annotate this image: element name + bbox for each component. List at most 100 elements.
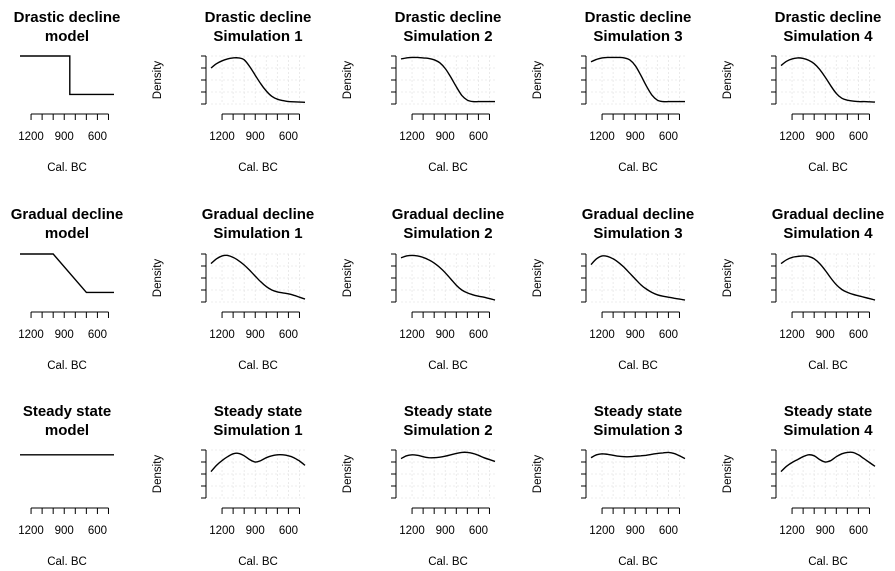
- x-axis: 1200 900 600: [18, 113, 109, 143]
- panel-title-line: Simulation 3: [593, 225, 682, 242]
- x-tick-label: 900: [246, 525, 265, 537]
- x-tick-label: 1200: [399, 329, 425, 341]
- density-curve: [210, 57, 306, 103]
- density-curve: [590, 451, 686, 460]
- x-tick-label: 1200: [589, 131, 615, 143]
- panel-3-2: Steady state Simulation 1 Density 1200 900 60…: [152, 403, 306, 568]
- x-axis: 1200 900 600: [209, 113, 300, 143]
- panel-grid: [591, 55, 685, 105]
- y-axis-label: Density: [342, 259, 354, 298]
- panel-title-line: Drastic decline: [585, 9, 692, 26]
- x-tick-label: 900: [246, 131, 265, 143]
- panel-2-1: Gradual decline model 1200 900 600 Cal. BC: [11, 206, 124, 372]
- x-tick-label: 900: [436, 131, 455, 143]
- x-axis: 1200 900 600: [399, 507, 490, 537]
- panel-title-line: Simulation 4: [783, 422, 873, 439]
- panel-title-line: Simulation 1: [213, 225, 302, 242]
- panel-2-2: Gradual decline Simulation 1 Density 1200 90…: [152, 206, 314, 372]
- x-tick-label: 600: [469, 329, 488, 341]
- x-axis-label: Cal. BC: [238, 556, 278, 568]
- y-axis: [771, 449, 777, 499]
- y-axis: [391, 55, 397, 105]
- y-axis: [581, 449, 587, 499]
- panel-2-4: Gradual decline Simulation 3 Density 1200 90…: [532, 206, 694, 372]
- x-tick-label: 600: [849, 131, 868, 143]
- x-tick-label: 600: [279, 329, 298, 341]
- x-tick-label: 900: [816, 131, 835, 143]
- panel-title-line: Gradual decline: [772, 206, 885, 223]
- y-axis: [581, 55, 587, 105]
- x-tick-label: 900: [626, 329, 645, 341]
- x-axis: 1200 900 600: [779, 113, 870, 143]
- density-curve: [780, 451, 876, 473]
- panel-title-line: model: [45, 28, 89, 45]
- panel-title-line: Steady state: [784, 403, 872, 420]
- x-tick-label: 600: [88, 525, 107, 537]
- panel-title-line: Drastic decline: [775, 9, 882, 26]
- x-tick-label: 1200: [399, 525, 425, 537]
- x-tick-label: 1200: [779, 131, 805, 143]
- x-axis-label: Cal. BC: [618, 162, 658, 174]
- panel-3-3: Steady state Simulation 2 Density 1200 900 60…: [342, 403, 496, 568]
- x-axis: 1200 900 600: [18, 311, 109, 341]
- y-axis-label: Density: [722, 61, 734, 100]
- x-tick-label: 1200: [399, 131, 425, 143]
- panel-title-line: Gradual decline: [392, 206, 505, 223]
- x-tick-label: 1200: [18, 525, 44, 537]
- x-tick-label: 900: [246, 329, 265, 341]
- x-axis-label: Cal. BC: [618, 556, 658, 568]
- x-tick-label: 1200: [18, 329, 44, 341]
- panel-title-line: Steady state: [594, 403, 682, 420]
- x-tick-label: 600: [849, 525, 868, 537]
- x-axis-label: Cal. BC: [808, 162, 848, 174]
- panel-title-line: Simulation 2: [403, 28, 492, 45]
- x-tick-label: 600: [469, 131, 488, 143]
- x-tick-label: 900: [55, 525, 74, 537]
- y-axis: [771, 253, 777, 303]
- x-tick-label: 600: [659, 525, 678, 537]
- density-curve: [400, 451, 496, 463]
- density-curve: [210, 254, 306, 300]
- density-curve: [590, 255, 686, 301]
- x-axis: 1200 900 600: [209, 507, 300, 537]
- panel-grid: [211, 55, 305, 105]
- panel-title-line: Gradual decline: [11, 206, 124, 223]
- x-tick-label: 600: [88, 131, 107, 143]
- x-tick-label: 1200: [209, 131, 235, 143]
- panel-1-2: Drastic decline Simulation 1 Density 1200 90…: [152, 9, 311, 174]
- panel-2-5: Gradual decline Simulation 4 Density 1200 90…: [722, 206, 884, 372]
- panel-title-line: Simulation 3: [593, 422, 682, 439]
- x-axis: 1200 900 600: [18, 507, 109, 537]
- y-axis-label: Density: [152, 455, 164, 494]
- density-curve: [780, 57, 876, 103]
- y-axis-label: Density: [342, 455, 354, 494]
- panel-3-4: Steady state Simulation 3 Density 1200 900 60…: [532, 403, 686, 568]
- panel-title-line: Steady state: [23, 403, 111, 420]
- x-tick-label: 900: [55, 131, 74, 143]
- panel-3-5: Steady state Simulation 4 Density 1200 900 60…: [722, 403, 876, 568]
- x-tick-label: 900: [626, 131, 645, 143]
- panel-grid: [591, 253, 685, 303]
- density-curve: [210, 452, 306, 473]
- x-tick-label: 600: [279, 131, 298, 143]
- panel-1-1: Drastic decline model 1200 900 600 Cal. BC: [14, 9, 121, 174]
- x-tick-label: 900: [816, 525, 835, 537]
- density-curve: [590, 56, 685, 103]
- panel-title-line: Simulation 4: [783, 28, 873, 45]
- x-tick-label: 900: [816, 329, 835, 341]
- panel-grid: [401, 253, 495, 303]
- x-tick-label: 900: [436, 329, 455, 341]
- x-axis-label: Cal. BC: [47, 360, 87, 372]
- x-axis-label: Cal. BC: [808, 556, 848, 568]
- x-tick-label: 1200: [209, 525, 235, 537]
- model-line: [20, 253, 114, 294]
- panel-title-line: Simulation 1: [213, 422, 302, 439]
- x-axis: 1200 900 600: [209, 311, 300, 341]
- x-axis-label: Cal. BC: [618, 360, 658, 372]
- panel-title-line: Gradual decline: [202, 206, 315, 223]
- y-axis: [581, 253, 587, 303]
- panel-grid: [401, 55, 495, 105]
- panel-grid: [781, 449, 875, 499]
- panel-grid: [211, 253, 305, 303]
